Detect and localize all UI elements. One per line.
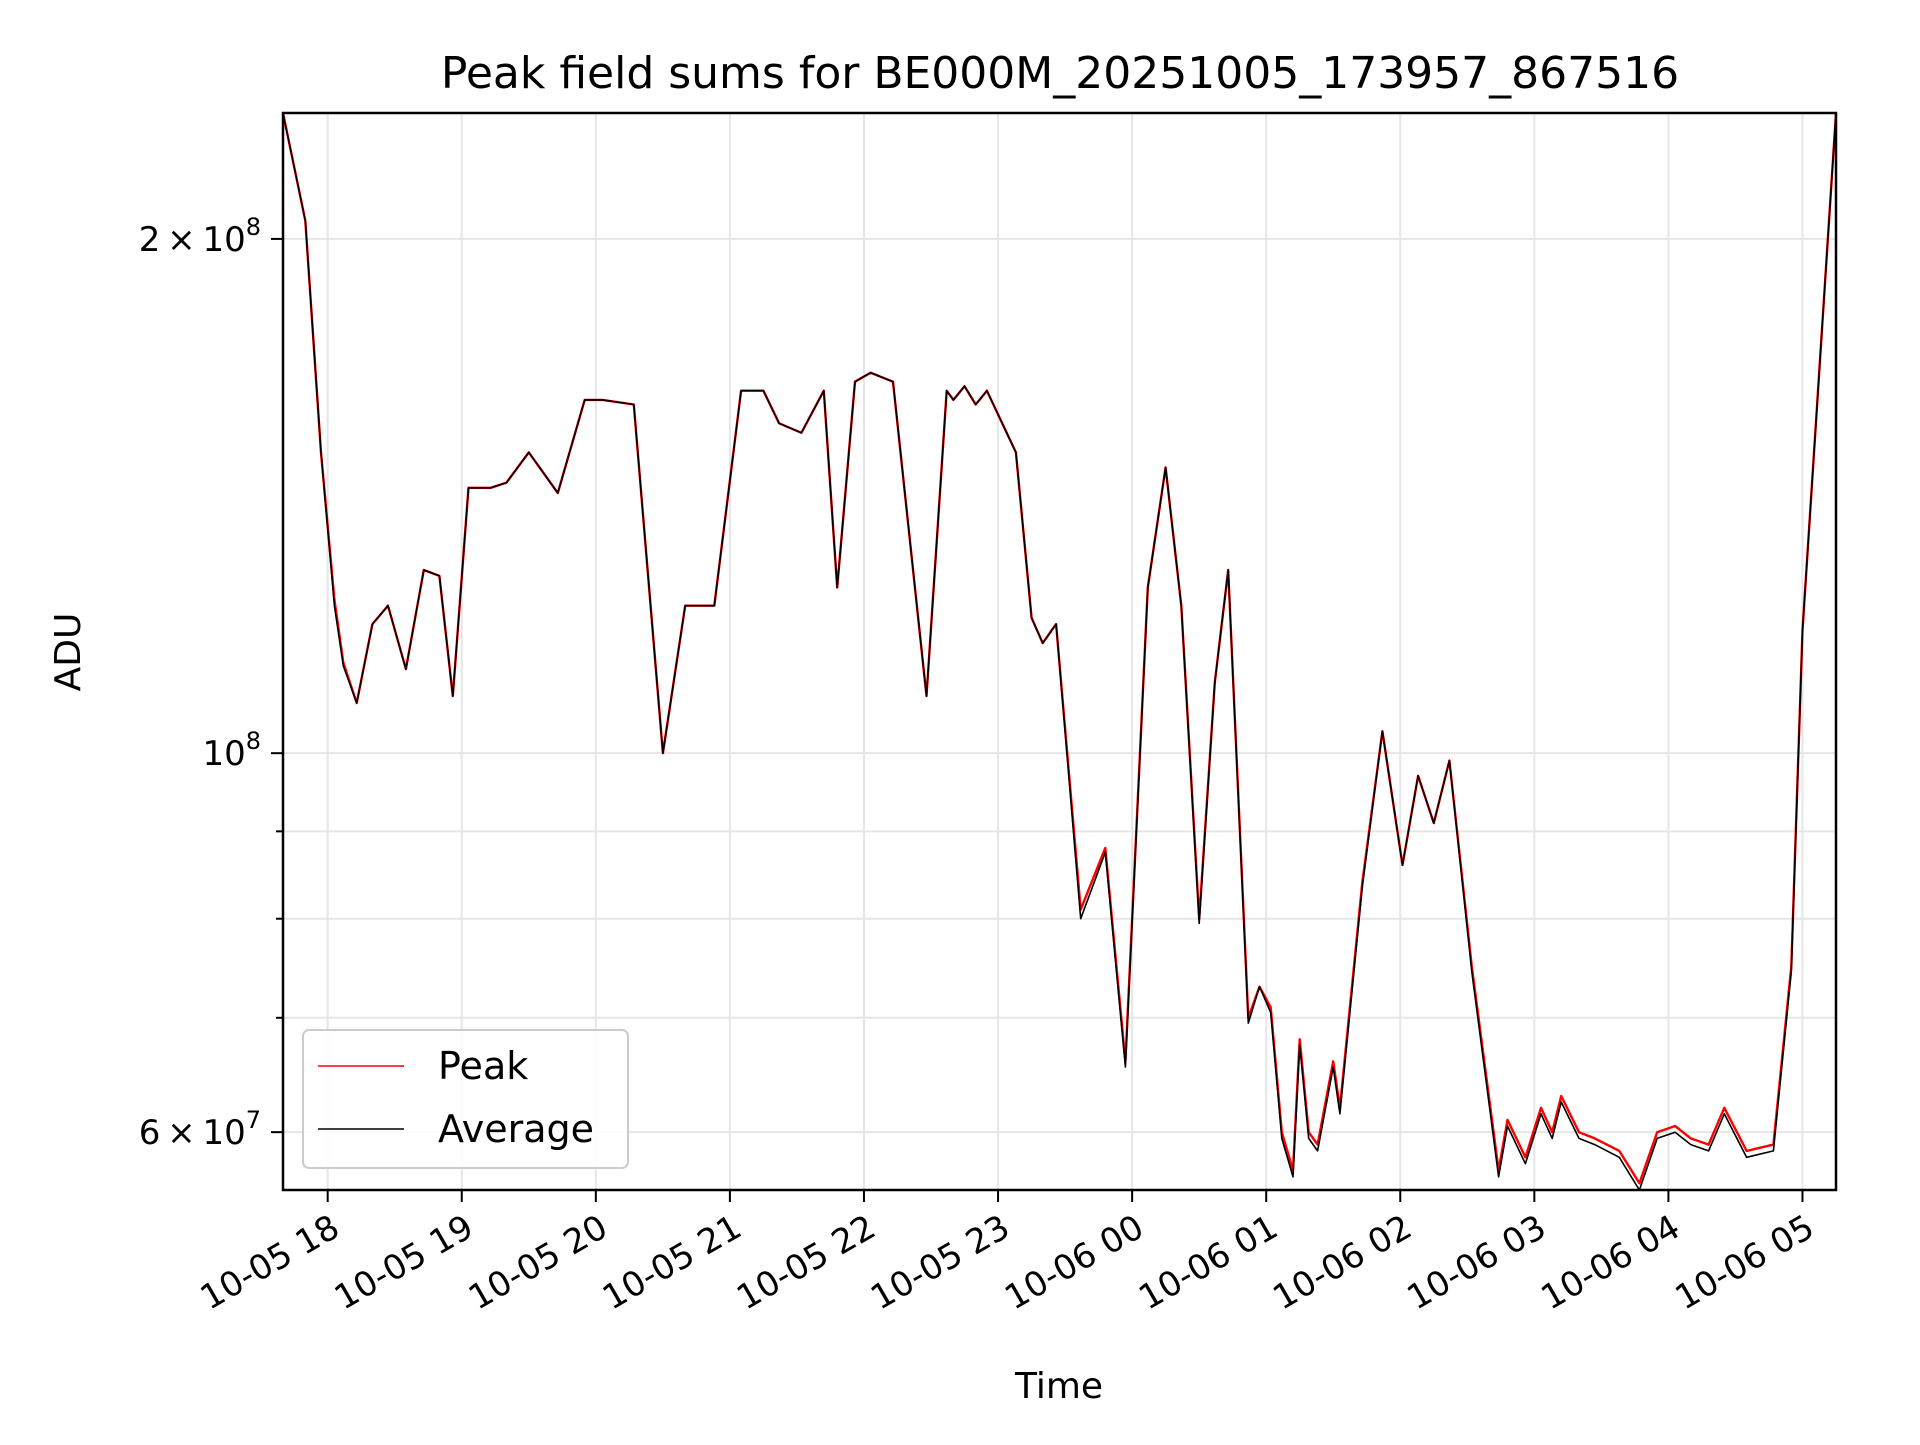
y-tick-label: 2 × 108 [139, 213, 261, 260]
chart-title: Peak field sums for BE000M_20251005_1739… [441, 48, 1679, 99]
legend-label-average: Average [438, 1107, 594, 1151]
legend: Peak Average [302, 1029, 629, 1169]
series-layer [283, 113, 1836, 1190]
y-tick-label: 6 × 107 [139, 1106, 261, 1153]
y-axis-ticks: 6 × 107 108 2 × 108 [139, 213, 283, 1153]
plot-frame [281, 111, 1838, 1192]
x-axis-label: Time [1014, 1366, 1103, 1407]
series-line-average [283, 113, 1836, 1190]
y-tick-label: 108 [202, 727, 261, 774]
y-axis-label: ADU [48, 613, 89, 692]
grid-layer [283, 113, 1836, 1190]
legend-box [302, 1029, 629, 1169]
legend-label-peak: Peak [438, 1044, 528, 1088]
